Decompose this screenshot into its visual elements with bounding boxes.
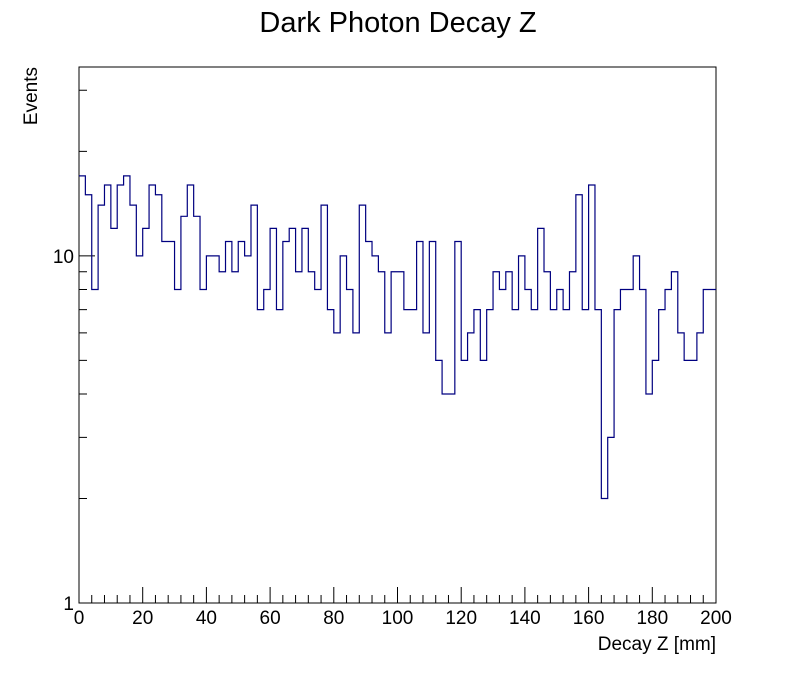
x-tick-label: 200 (700, 608, 732, 629)
x-axis: 0 20 40 60 80 100 120 140 160 180 200 (74, 587, 732, 629)
x-tick-label: 40 (196, 608, 217, 629)
x-tick-label: 160 (573, 608, 605, 629)
x-tick-label: 20 (132, 608, 153, 629)
x-tick-label: 0 (74, 608, 85, 629)
x-tick-label: 80 (323, 608, 344, 629)
histogram-series-line (79, 175, 716, 500)
y-tick-label: 1 (63, 594, 74, 615)
y-axis-label: Events (21, 67, 42, 125)
x-tick-label: 100 (382, 608, 414, 629)
chart-title: Dark Photon Decay Z (259, 7, 536, 39)
x-tick-label: 140 (509, 608, 541, 629)
x-tick-label: 60 (260, 608, 281, 629)
plot-frame (78, 66, 717, 604)
y-tick-label: 10 (53, 247, 74, 268)
x-tick-label: 120 (445, 608, 477, 629)
x-tick-label: 180 (636, 608, 668, 629)
y-axis: 1 10 (53, 89, 95, 615)
x-axis-label: Decay Z [mm] (598, 634, 716, 655)
